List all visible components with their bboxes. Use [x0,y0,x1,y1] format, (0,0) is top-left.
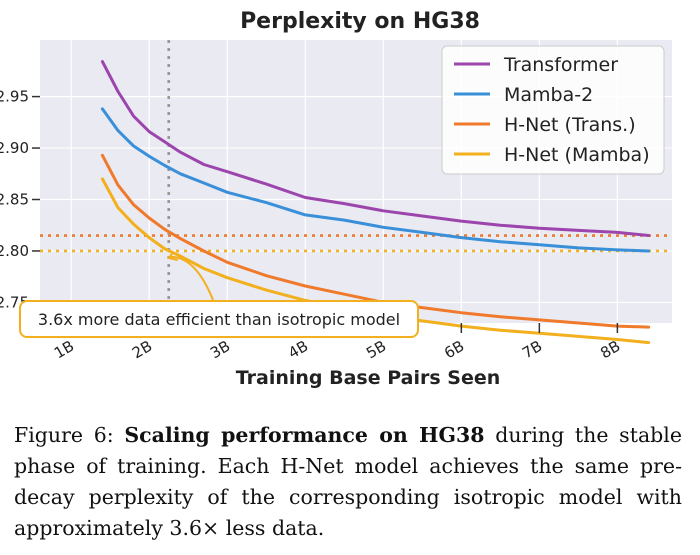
caption-label: Figure 6: [14,423,114,447]
x-tick-label: 1B [51,337,77,363]
legend-label: Mamba-2 [504,84,593,106]
y-tick-label: 2.80 [0,242,29,260]
legend: Transformer Mamba-2 H-Net (Trans.) H-Net (M… [441,45,665,175]
legend-label: H-Net (Mamba) [504,144,650,166]
y-tick-label: 2.85 [0,191,29,209]
x-tick-label: 7B [519,337,545,363]
y-tick-label: 2.95 [0,88,29,106]
series-line-transformer [100,60,651,237]
x-tick-label: 6B [441,337,467,363]
x-axis-label: Training Base Pairs Seen [236,367,501,389]
legend-label: H-Net (Trans.) [504,114,636,136]
annotation: 3.6x more data efficient than isotropic … [19,252,419,338]
y-axis-ticks: 2.752.802.852.902.95 [0,88,40,311]
annotation-arrow [166,252,214,301]
caption-bold: Scaling performance on HG38 [124,423,485,447]
series-line-mamba-2 [100,107,651,253]
perplexity-chart: Perplexity on HG38 2.752.802.852.902.95 … [0,9,672,389]
x-tick-label: 4B [285,337,311,363]
figure-caption: Figure 6: Scaling performance on HG38 du… [14,420,682,544]
x-tick-label: 2B [129,337,155,363]
annotation-box [19,300,419,338]
x-tick-label: 5B [363,337,389,363]
y-tick-label: 2.90 [0,139,29,157]
caption-text: during the stable phase of training. Eac… [14,423,682,540]
annotation-text: 3.6x more data efficient than isotropic … [38,310,400,329]
x-tick-label: 3B [207,337,233,363]
series-line-h-net-trans [100,153,651,329]
chart-title: Perplexity on HG38 [240,9,480,34]
legend-box [441,45,665,175]
legend-label: Transformer [503,54,618,76]
